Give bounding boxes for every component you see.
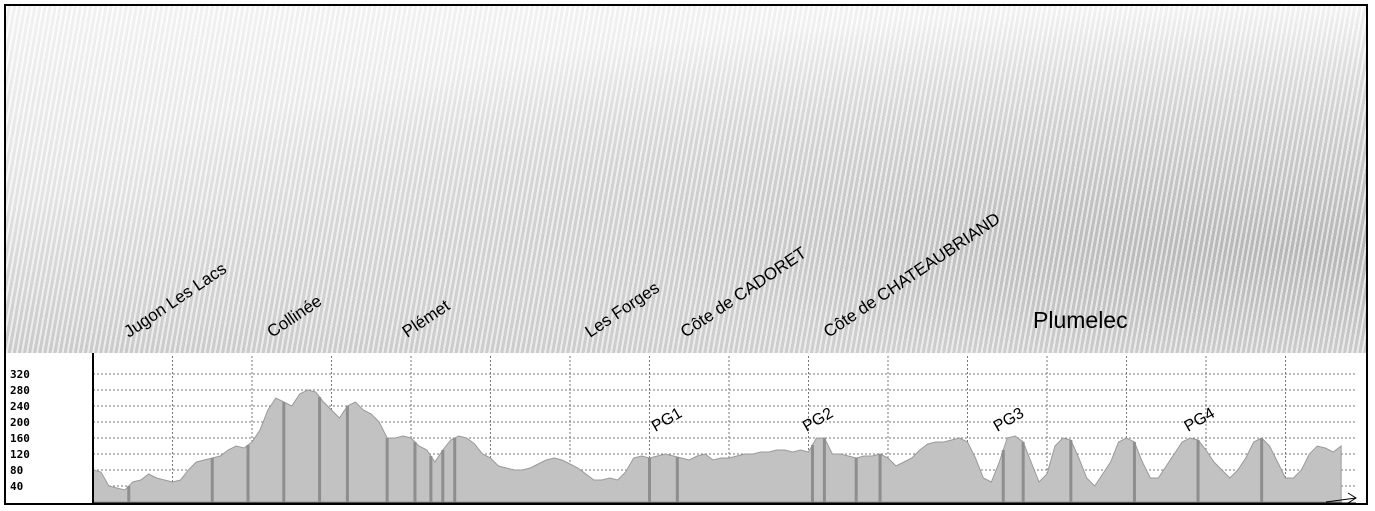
y-tick-label: 320 [10, 368, 30, 381]
climb-marker [1260, 438, 1264, 502]
climb-marker [1021, 442, 1025, 502]
climb-marker [878, 454, 882, 502]
y-tick-label: 40 [10, 480, 23, 493]
place-label: Côte de CHATEAUBRIAND [820, 209, 1003, 341]
profile-area [92, 389, 1342, 503]
climb-marker [127, 486, 131, 502]
climb-marker [810, 445, 814, 502]
finish-label: Plumelec [1033, 307, 1128, 333]
climb-marker [854, 458, 858, 502]
y-tick-label: 80 [10, 464, 23, 477]
climb-marker [675, 457, 679, 502]
place-label: Jugon Les Lacs [121, 259, 230, 341]
y-tick-label: 200 [10, 416, 30, 429]
climb-marker [441, 450, 445, 502]
climb-marker [282, 402, 286, 502]
climb-marker [1001, 450, 1005, 502]
climb-marker [318, 397, 322, 502]
climb-markers [127, 397, 1264, 502]
climb-marker [429, 456, 433, 502]
x-axis-arrow-icon [1325, 492, 1357, 503]
climb-marker [648, 458, 651, 502]
climb-marker [345, 406, 349, 502]
elevation-profile [92, 389, 1342, 503]
place-labels: Jugon Les Lacs Collinée Plémet Les Forges Cô… [121, 209, 1004, 341]
climb-marker [1132, 442, 1136, 502]
climb-marker [210, 458, 214, 502]
banner-background [6, 6, 1366, 353]
y-tick-label: 160 [10, 432, 30, 445]
climb-marker [1196, 440, 1200, 502]
climb-marker [453, 438, 457, 502]
y-tick-label: 120 [10, 448, 30, 461]
climb-marker [822, 438, 826, 502]
place-label: Plémet [399, 296, 454, 341]
climb-marker [1069, 440, 1073, 502]
place-label: Côte de CADORET [677, 243, 810, 341]
climb-marker [385, 438, 389, 502]
climb-marker [246, 445, 250, 502]
place-label: Collinée [264, 291, 326, 341]
y-tick-label: 280 [10, 384, 30, 397]
y-tick-labels: 40 80 120 160 200 240 280 320 [10, 368, 30, 493]
climb-marker [413, 442, 417, 502]
y-tick-label: 240 [10, 400, 30, 413]
place-label: Les Forges [582, 278, 663, 341]
